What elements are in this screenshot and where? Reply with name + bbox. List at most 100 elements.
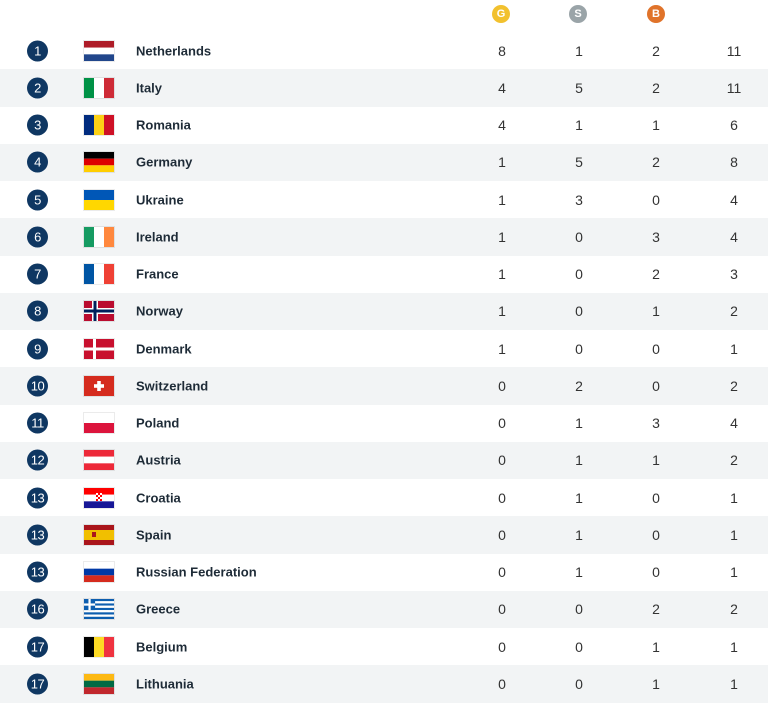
country-name[interactable]: Poland <box>136 415 180 431</box>
country-name[interactable]: Switzerland <box>136 378 209 394</box>
denmark-flag-icon <box>84 338 114 359</box>
silver-count: 1 <box>575 117 583 134</box>
silver-count: 1 <box>575 452 583 469</box>
silver-count: 1 <box>575 415 583 432</box>
table-row[interactable]: 5 Ukraine 1 3 0 4 <box>0 181 768 218</box>
gold-count: 0 <box>498 675 506 692</box>
total-count: 1 <box>730 489 738 506</box>
netherlands-flag-icon <box>84 40 114 61</box>
country-name[interactable]: Lithuania <box>136 676 194 692</box>
romania-flag-icon <box>84 115 114 136</box>
silver-count: 5 <box>575 154 583 171</box>
rank-badge: 9 <box>27 338 48 360</box>
table-row[interactable]: 3 Romania 4 1 1 6 <box>0 107 768 144</box>
gold-count: 0 <box>498 526 506 543</box>
table-row[interactable]: 6 Ireland 1 0 3 4 <box>0 218 768 256</box>
table-row[interactable]: 13 Croatia 0 1 0 1 <box>0 479 768 516</box>
total-count: 1 <box>730 564 738 581</box>
silver-count: 0 <box>575 675 583 692</box>
country-name[interactable]: Norway <box>136 303 183 319</box>
bronze-count: 2 <box>652 601 660 618</box>
silver-count: 3 <box>575 191 583 208</box>
rank-badge: 4 <box>27 151 48 173</box>
rank-badge: 13 <box>27 487 48 509</box>
bronze-count: 0 <box>652 377 660 394</box>
total-count: 4 <box>730 191 738 208</box>
table-row[interactable]: 17 Belgium 0 0 1 1 <box>0 628 768 665</box>
total-count: 2 <box>730 377 738 394</box>
table-row[interactable]: 13 Russian Federation 0 1 0 1 <box>0 554 768 591</box>
silver-count: 5 <box>575 79 583 96</box>
austria-flag-icon <box>84 450 114 471</box>
country-name[interactable]: Denmark <box>136 341 192 357</box>
ireland-flag-icon <box>84 226 114 247</box>
ukraine-flag-icon <box>84 189 114 210</box>
gold-count: 0 <box>498 415 506 432</box>
country-name[interactable]: Romania <box>136 117 191 133</box>
gold-count: 8 <box>498 42 506 59</box>
country-name[interactable]: France <box>136 266 179 282</box>
germany-flag-icon <box>84 152 114 173</box>
rank-badge: 13 <box>27 561 48 583</box>
bronze-count: 3 <box>652 415 660 432</box>
total-count: 1 <box>730 638 738 655</box>
table-row[interactable]: 12 Austria 0 1 1 2 <box>0 441 768 479</box>
table-row[interactable]: 2 Italy 4 5 2 11 <box>0 69 768 107</box>
medal-table-body: 1 Netherlands 8 1 2 11 2 Italy 4 5 2 11 3 Romania 4 1 1 6… <box>0 32 768 703</box>
gold-count: 0 <box>498 489 506 506</box>
rank-badge: 3 <box>27 114 48 136</box>
table-row[interactable]: 9 Denmark 1 0 0 1 <box>0 330 768 367</box>
country-name[interactable]: Germany <box>136 154 193 170</box>
silver-count: 1 <box>575 42 583 59</box>
bronze-count: 2 <box>652 266 660 283</box>
rank-badge: 11 <box>27 412 48 434</box>
gold-count: 1 <box>498 154 506 171</box>
gold-count: 4 <box>498 117 506 134</box>
bronze-count: 2 <box>652 42 660 59</box>
bronze-medal-icon: B <box>647 5 665 23</box>
rank-badge: 17 <box>27 673 48 695</box>
country-name[interactable]: Austria <box>136 452 181 468</box>
bronze-count: 0 <box>652 340 660 357</box>
rank-badge: 8 <box>27 300 48 322</box>
table-row[interactable]: 16 Greece 0 0 2 2 <box>0 590 768 628</box>
gold-count: 0 <box>498 564 506 581</box>
table-row[interactable]: 7 France 1 0 2 3 <box>0 256 768 293</box>
country-name[interactable]: Belgium <box>136 639 188 655</box>
norway-flag-icon <box>84 301 114 322</box>
rank-badge: 6 <box>27 226 48 248</box>
silver-count: 2 <box>575 377 583 394</box>
total-count: 11 <box>726 42 742 59</box>
total-count: 2 <box>730 601 738 618</box>
country-name[interactable]: Italy <box>136 80 163 96</box>
total-count: 2 <box>730 303 738 320</box>
silver-count: 1 <box>575 526 583 543</box>
rank-badge: 2 <box>27 77 48 99</box>
table-row[interactable]: 8 Norway 1 0 1 2 <box>0 292 768 330</box>
country-name[interactable]: Netherlands <box>136 43 212 59</box>
table-row[interactable]: 1 Netherlands 8 1 2 11 <box>0 32 768 69</box>
gold-count: 0 <box>498 452 506 469</box>
table-row[interactable]: 10 Switzerland 0 2 0 2 <box>0 367 768 405</box>
country-name[interactable]: Croatia <box>136 490 181 506</box>
country-name[interactable]: Ukraine <box>136 192 184 208</box>
spain-flag-icon <box>84 524 114 545</box>
rank-badge: 5 <box>27 189 48 211</box>
rank-badge: 7 <box>27 263 48 285</box>
table-row[interactable]: 13 Spain 0 1 0 1 <box>0 516 768 554</box>
total-count: 1 <box>730 526 738 543</box>
total-count: 4 <box>730 415 738 432</box>
table-row[interactable]: 11 Poland 0 1 3 4 <box>0 405 768 442</box>
bronze-count: 0 <box>652 191 660 208</box>
table-row[interactable]: 17 Lithuania 0 0 1 1 <box>0 665 768 703</box>
gold-count: 0 <box>498 601 506 618</box>
country-name[interactable]: Spain <box>136 527 172 543</box>
rank-badge: 1 <box>27 40 48 62</box>
silver-count: 0 <box>575 601 583 618</box>
country-name[interactable]: Ireland <box>136 229 179 245</box>
table-row[interactable]: 4 Germany 1 5 2 8 <box>0 143 768 181</box>
silver-count: 1 <box>575 489 583 506</box>
country-name[interactable]: Greece <box>136 601 181 617</box>
bronze-count: 0 <box>652 526 660 543</box>
country-name[interactable]: Russian Federation <box>136 564 257 580</box>
